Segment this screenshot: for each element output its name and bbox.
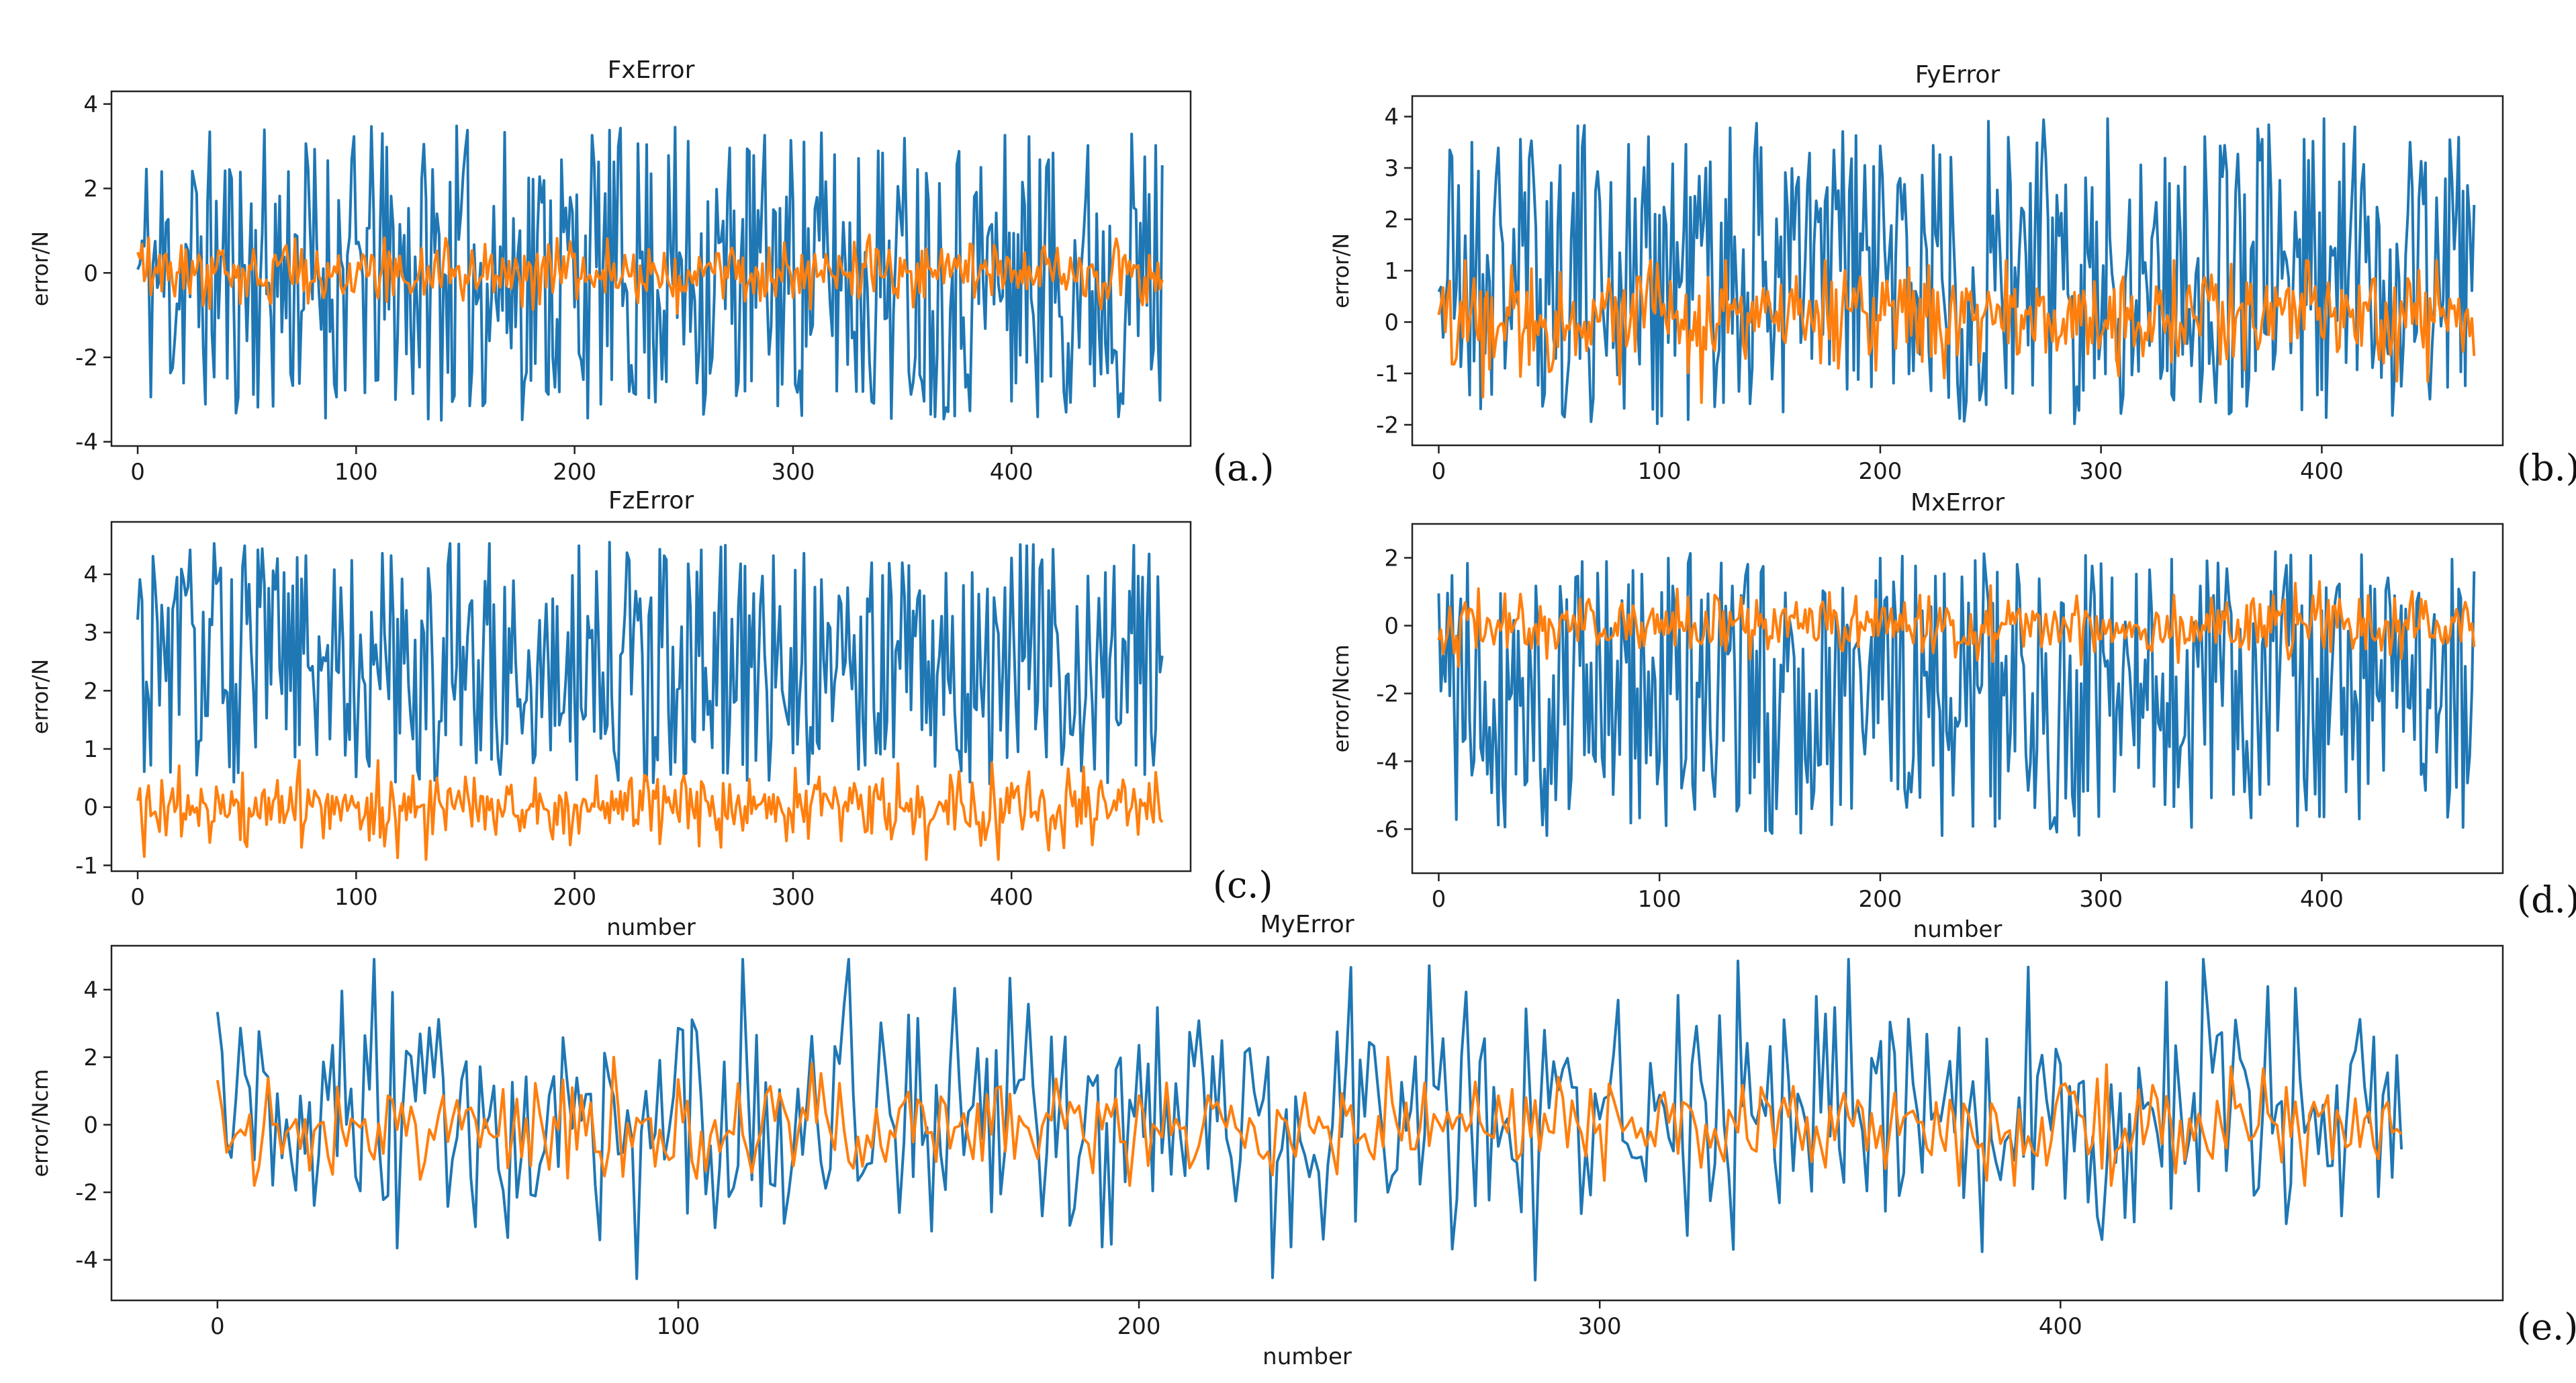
x-tick-label: 100 <box>334 459 378 486</box>
y-axis-label: error/N <box>28 659 53 734</box>
y-tick-label: 0 <box>1384 309 1399 336</box>
y-tick-label: 4 <box>83 977 98 1003</box>
x-tick-label: 300 <box>1578 1313 1622 1340</box>
y-tick-label: 2 <box>83 678 98 705</box>
y-tick-label: 4 <box>1384 104 1399 131</box>
x-tick-label: 400 <box>2039 1313 2082 1340</box>
y-tick-label: 2 <box>83 1044 98 1071</box>
y-tick-label: -4 <box>75 1247 98 1274</box>
y-tick-label: 2 <box>1384 207 1399 234</box>
x-tick-label: 100 <box>1638 886 1682 913</box>
x-tick-label: 400 <box>2300 886 2344 913</box>
x-tick-label: 200 <box>553 459 596 486</box>
series-line-a-1 <box>136 124 1164 422</box>
y-tick-label: 2 <box>83 176 98 203</box>
panel-tag: (d.) <box>2517 879 2576 921</box>
x-tick-label: 300 <box>771 884 815 911</box>
y-tick-label: 2 <box>1384 545 1399 572</box>
series-line-b-2 <box>1437 259 2476 404</box>
y-tick-label: -4 <box>1376 748 1399 775</box>
chart-a: 0 100 200 300 400 -4 -2 0 2 4 FxError error/N (a.) <box>28 56 1275 489</box>
x-tick-label: 200 <box>553 884 596 911</box>
y-tick-label: 0 <box>1384 613 1399 639</box>
plot-frame-d <box>1411 523 2504 875</box>
x-axis-label: number <box>1913 916 2003 943</box>
series-line-c-1 <box>136 541 1164 785</box>
chart-title: FzError <box>608 487 694 515</box>
chart-e: 0 100 200 300 400 -4 -2 0 2 4 MyError error/Ncm numb… <box>28 911 2576 1370</box>
y-tick-label: -2 <box>1376 412 1399 439</box>
chart-title: MyError <box>1260 911 1354 938</box>
x-tick-label: 0 <box>1432 458 1446 485</box>
panel-tag: (a.) <box>1213 447 1275 489</box>
x-tick-label: 400 <box>990 459 1033 486</box>
x-tick-label: 200 <box>1858 458 1902 485</box>
y-axis-label: error/N <box>1328 233 1354 308</box>
y-tick-label: 3 <box>1384 155 1399 182</box>
x-tick-label: 100 <box>1638 458 1682 485</box>
x-tick-label: 0 <box>210 1313 225 1340</box>
x-axis-label: number <box>1262 1343 1352 1370</box>
panel-tag: (e.) <box>2517 1306 2576 1348</box>
x-tick-label: 200 <box>1858 886 1902 913</box>
y-tick-label: -6 <box>1376 816 1399 843</box>
y-tick-label: 4 <box>83 562 98 588</box>
panel-tag: (b.) <box>2517 447 2576 489</box>
chart-c: 0 100 200 300 400 -1 0 1 2 3 4 FzError error/N number… <box>28 487 1273 941</box>
series-line-d-2 <box>1437 580 2476 668</box>
plot-frame-c <box>110 521 1192 873</box>
chart-title: FyError <box>1915 61 2000 89</box>
y-tick-label: 0 <box>83 1112 98 1139</box>
chart-d: 0 100 200 300 400 -6 -4 -2 0 2 MxError error/Ncm num… <box>1328 489 2576 943</box>
x-tick-label: 0 <box>1432 886 1446 913</box>
y-tick-label: -2 <box>75 1179 98 1206</box>
x-tick-label: 100 <box>656 1313 700 1340</box>
x-tick-label: 300 <box>2079 458 2123 485</box>
x-tick-label: 200 <box>1117 1313 1161 1340</box>
x-tick-label: 0 <box>130 459 145 486</box>
x-tick-label: 0 <box>130 884 145 911</box>
x-tick-label: 400 <box>990 884 1033 911</box>
plot-frame-a <box>110 90 1192 447</box>
chart-title: MxError <box>1911 489 2005 517</box>
y-tick-label: -2 <box>75 345 98 371</box>
y-axis-label: error/Ncm <box>28 1069 53 1177</box>
series-line-e-2 <box>216 1055 2403 1187</box>
chart-title: FxError <box>608 56 695 84</box>
y-tick-label: -1 <box>75 852 98 879</box>
y-tick-label: -4 <box>75 429 98 456</box>
y-tick-label: 0 <box>83 260 98 287</box>
x-tick-label: 400 <box>2300 458 2344 485</box>
series-line-b-1 <box>1437 117 2476 425</box>
y-axis-label: error/Ncm <box>1328 645 1354 753</box>
y-axis-label: error/N <box>28 231 53 306</box>
y-tick-label: 1 <box>1384 258 1399 285</box>
y-tick-label: 0 <box>83 795 98 821</box>
series-line-c-2 <box>136 759 1164 861</box>
x-tick-label: 300 <box>771 459 815 486</box>
series-line-a-2 <box>136 233 1164 315</box>
panel-tag: (c.) <box>1213 864 1273 906</box>
y-tick-label: -2 <box>1376 680 1399 707</box>
y-tick-label: 3 <box>83 620 98 647</box>
x-axis-label: number <box>606 914 696 941</box>
x-tick-label: 100 <box>334 884 378 911</box>
y-tick-label: 4 <box>83 91 98 118</box>
series-line-e-1 <box>216 958 2403 1282</box>
plot-frame-e <box>110 944 2504 1302</box>
y-tick-label: -1 <box>1376 361 1399 388</box>
y-tick-label: 1 <box>83 736 98 763</box>
chart-b: 0 100 200 300 400 -2 -1 0 1 2 3 4 FyError error/N (b.) <box>1328 61 2576 489</box>
x-tick-label: 300 <box>2079 886 2123 913</box>
